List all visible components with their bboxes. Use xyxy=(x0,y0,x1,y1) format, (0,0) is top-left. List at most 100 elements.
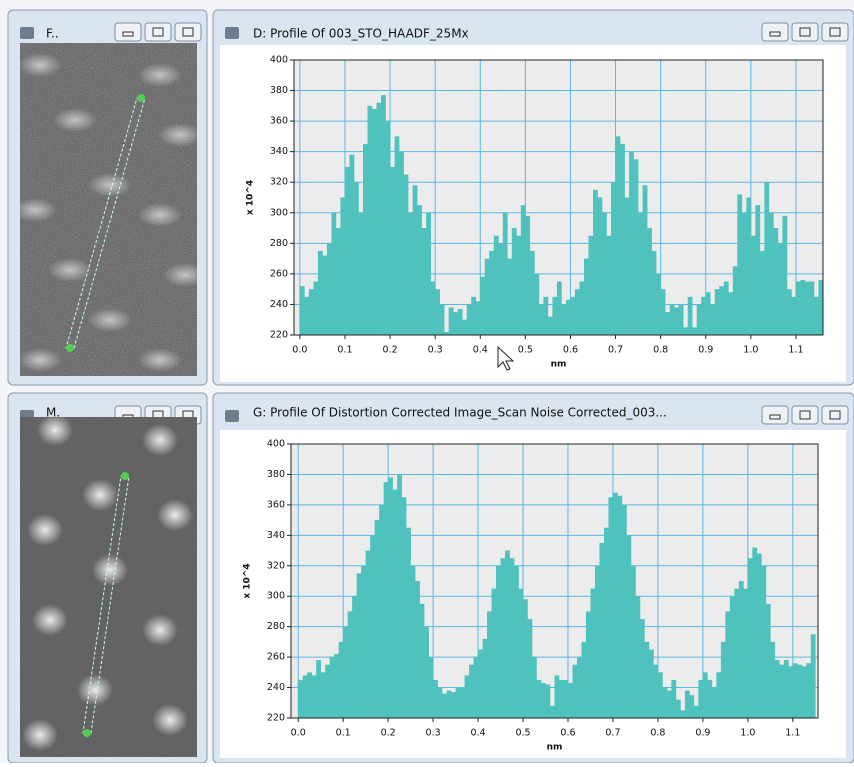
bar xyxy=(652,251,657,335)
bar xyxy=(769,213,774,335)
bar xyxy=(773,228,778,335)
bar xyxy=(476,301,481,335)
bar xyxy=(519,589,524,718)
bar xyxy=(629,152,634,335)
bar xyxy=(566,300,571,335)
bar xyxy=(586,611,591,718)
window-title[interactable]: F.. xyxy=(46,27,59,41)
bar xyxy=(797,665,802,718)
bar xyxy=(575,289,580,335)
bar xyxy=(397,474,402,718)
bar xyxy=(352,596,357,718)
window-title[interactable]: G: Profile Of Distortion Corrected Image… xyxy=(253,406,667,420)
bar xyxy=(489,251,494,335)
bar xyxy=(661,289,666,335)
bar xyxy=(595,566,600,718)
bar xyxy=(375,520,380,718)
y-axis-label: x 10^4 xyxy=(243,563,253,598)
bar xyxy=(555,675,560,718)
profile-end[interactable] xyxy=(83,729,91,737)
bar xyxy=(658,672,663,718)
bar xyxy=(525,216,530,335)
bar xyxy=(694,706,699,718)
bar xyxy=(325,665,330,718)
y-tick-label: 280 xyxy=(267,621,285,632)
bar xyxy=(357,573,362,718)
bar xyxy=(766,604,771,718)
bar xyxy=(447,691,452,718)
y-tick-label: 240 xyxy=(267,682,285,693)
bar xyxy=(424,627,429,718)
bar xyxy=(764,182,769,335)
bar xyxy=(802,666,807,718)
bar xyxy=(688,297,693,335)
y-axis-label: x 10^4 xyxy=(246,180,256,215)
bar xyxy=(440,304,445,335)
y-tick-label: 300 xyxy=(267,591,285,602)
bar xyxy=(746,198,751,336)
bar xyxy=(465,675,470,718)
bar xyxy=(334,654,339,718)
bar xyxy=(644,642,649,718)
bar xyxy=(384,482,389,718)
x-tick-label: 0.8 xyxy=(653,345,668,356)
y-tick-label: 360 xyxy=(267,499,285,510)
bar xyxy=(537,680,542,718)
bar xyxy=(435,289,440,335)
bar xyxy=(739,581,744,718)
bar xyxy=(721,642,726,718)
maximize-button[interactable] xyxy=(792,23,818,41)
profile-end[interactable] xyxy=(121,472,129,480)
bar xyxy=(788,666,793,718)
window-title[interactable]: M. xyxy=(46,406,60,420)
bar xyxy=(316,660,321,718)
bar xyxy=(607,236,612,335)
x-tick-label: 0.4 xyxy=(471,728,486,739)
bar xyxy=(330,657,335,718)
bar xyxy=(402,497,407,718)
maximize-button[interactable] xyxy=(145,23,171,41)
bar xyxy=(451,692,456,718)
bar xyxy=(715,289,720,335)
bar xyxy=(742,213,747,335)
y-tick-label: 400 xyxy=(270,55,288,66)
bar xyxy=(420,604,425,718)
bar xyxy=(683,327,688,335)
bar xyxy=(303,675,308,718)
bar xyxy=(438,688,443,718)
window-title[interactable]: D: Profile Of 003_STO_HAADF_25Mx xyxy=(253,27,469,41)
profile-end[interactable] xyxy=(66,344,74,352)
x-tick-label: 0.6 xyxy=(560,728,575,739)
bar xyxy=(761,566,766,718)
bar xyxy=(701,297,706,335)
y-tick-label: 220 xyxy=(267,713,285,724)
bar xyxy=(512,228,517,335)
x-tick-label: 0.9 xyxy=(695,728,710,739)
bar xyxy=(685,691,690,718)
image-noise xyxy=(20,417,197,757)
bar xyxy=(755,205,760,335)
bar xyxy=(656,274,661,335)
close-button[interactable] xyxy=(175,23,201,41)
bar xyxy=(800,280,805,335)
maximize-button[interactable] xyxy=(792,406,818,424)
x-tick-label: 0.2 xyxy=(383,345,398,356)
bar xyxy=(309,289,314,335)
profile-end[interactable] xyxy=(137,94,145,102)
y-tick-label: 380 xyxy=(267,469,285,480)
bar xyxy=(588,236,593,335)
bar xyxy=(698,680,703,718)
bar xyxy=(697,304,702,335)
close-button[interactable] xyxy=(822,406,848,424)
bar xyxy=(598,198,603,336)
bar xyxy=(670,304,675,335)
window-icon xyxy=(20,27,34,39)
bar xyxy=(358,213,363,335)
bar xyxy=(492,589,497,718)
x-tick-label: 1.1 xyxy=(785,728,800,739)
bar xyxy=(408,213,413,335)
bar xyxy=(760,251,765,335)
bar xyxy=(370,535,375,718)
bar xyxy=(730,596,735,718)
close-button[interactable] xyxy=(822,23,848,41)
